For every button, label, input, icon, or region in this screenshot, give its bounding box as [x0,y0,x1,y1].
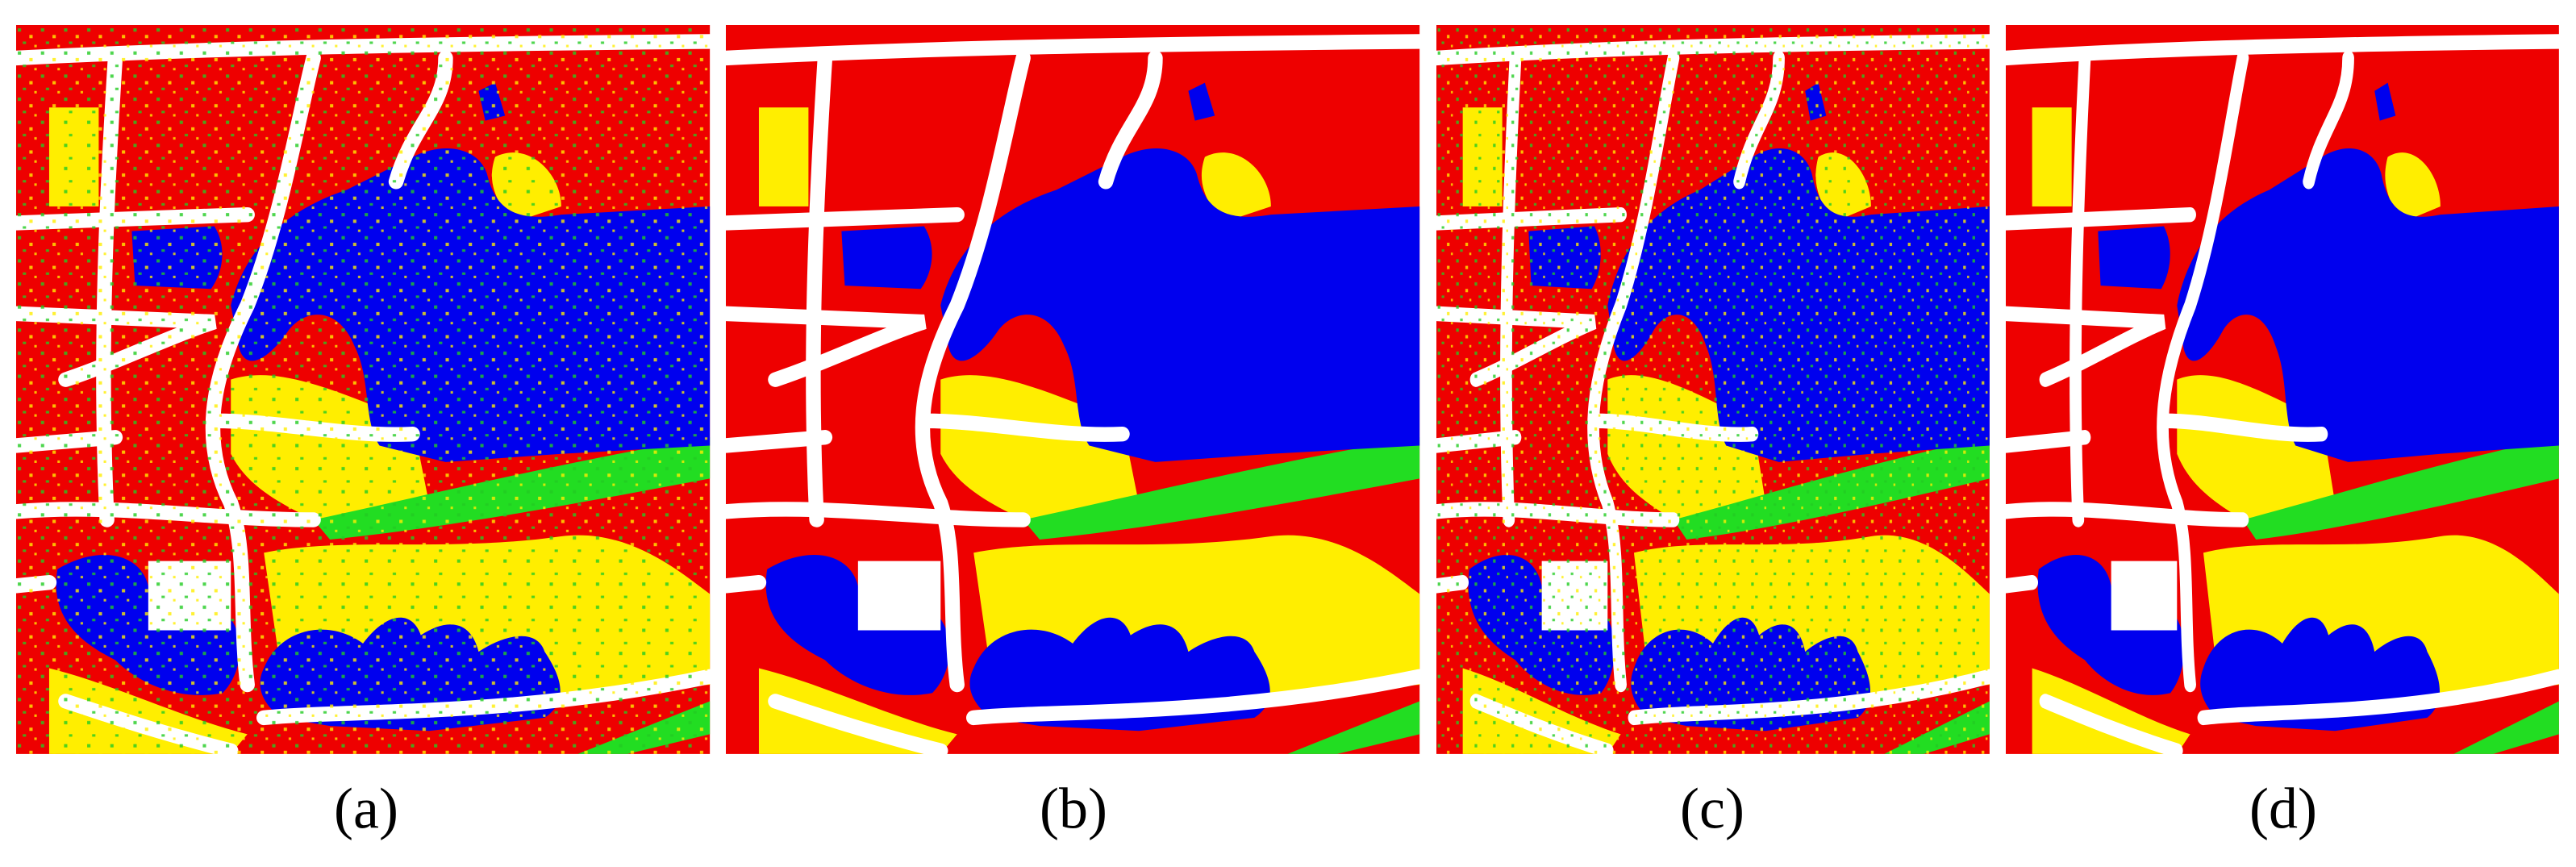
panel-b [726,25,1419,754]
panel-c [1436,25,1990,754]
panel-d [2006,25,2559,754]
panel-label: (d) [2249,777,2317,841]
panel-label: (b) [1040,777,1107,841]
panel-label: (a) [334,777,398,841]
panel-a [16,25,710,754]
panel-label: (c) [1680,777,1744,841]
